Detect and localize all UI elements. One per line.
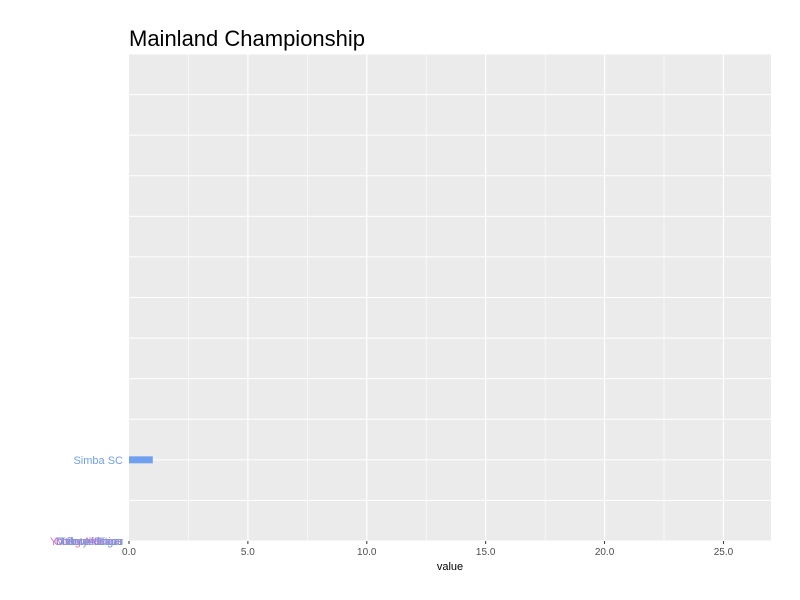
bar-label: Tukuyu Stars	[59, 536, 124, 548]
x-tick-label: 15.0	[476, 547, 496, 558]
x-tick-label: 5.0	[241, 547, 255, 558]
x-tick-label: 0.0	[122, 547, 136, 558]
grid-lines	[129, 53, 771, 542]
bar-label: Young Africans	[50, 536, 123, 548]
bar-label: Simba SC	[73, 455, 123, 467]
bar-label: Coastal Union	[54, 536, 123, 548]
bar	[129, 456, 153, 464]
bar-label: Mtibwa Sugar	[56, 536, 124, 548]
x-axis-label: value	[437, 561, 463, 573]
x-tick-label: 10.0	[357, 547, 377, 558]
chart-title: Mainland Championship	[129, 26, 365, 51]
x-axis-ticks: 0.0 5.0 10.0 15.0 20.0 25.0	[122, 541, 734, 558]
x-tick-label: 20.0	[595, 547, 615, 558]
x-tick-label: 25.0	[714, 547, 734, 558]
bar-label: Pan African	[67, 536, 123, 548]
